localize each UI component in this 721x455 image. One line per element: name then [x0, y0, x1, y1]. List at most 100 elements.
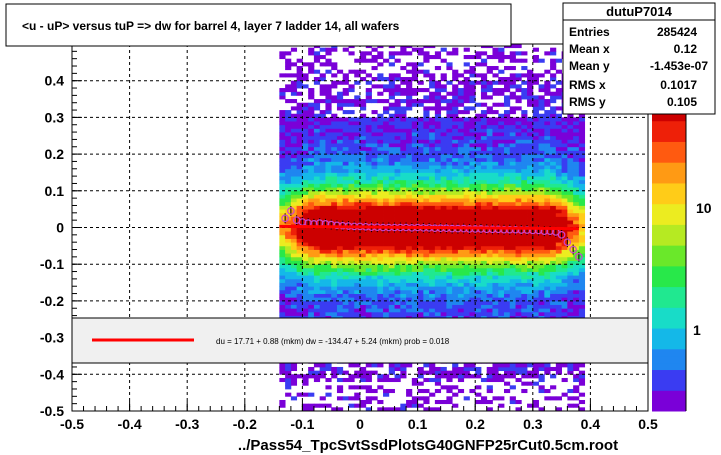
palette-cell [652, 189, 686, 198]
heatmap-cell [463, 308, 470, 313]
heatmap-cell [538, 289, 545, 294]
heatmap-cell [457, 135, 465, 140]
heatmap-cell [411, 135, 418, 140]
heatmap-cell [313, 308, 321, 313]
heatmap-cell [504, 286, 511, 291]
heatmap-cell [555, 95, 562, 100]
heatmap-cell [429, 80, 436, 85]
heatmap-cell [429, 198, 436, 203]
heatmap-cell [423, 205, 430, 210]
heatmap-cell [527, 77, 534, 82]
heatmap-cell [377, 179, 384, 184]
heatmap-cell [457, 242, 465, 247]
heatmap-cell [279, 212, 286, 217]
heatmap-cell [555, 264, 562, 269]
heatmap-cell [411, 220, 418, 225]
heatmap-cell [469, 311, 476, 316]
heatmap-cell [555, 212, 562, 217]
heatmap-cell [290, 161, 298, 166]
heatmap-cell [440, 370, 447, 375]
heatmap-cell [440, 172, 447, 177]
heatmap-cell [360, 308, 367, 313]
heatmap-cell [429, 150, 436, 155]
heatmap-cell [480, 271, 488, 276]
heatmap-cell [550, 201, 557, 206]
heatmap-cell [475, 282, 482, 287]
heatmap-cell [550, 304, 557, 309]
heatmap-cell [463, 286, 470, 291]
heatmap-cell [348, 264, 355, 269]
heatmap-cell [429, 165, 436, 170]
heatmap-cell [480, 267, 488, 272]
heatmap-cell [388, 253, 395, 258]
heatmap-cell [538, 157, 545, 162]
heatmap-cell [480, 245, 488, 250]
heatmap-cell [538, 139, 545, 144]
heatmap-cell [578, 183, 586, 188]
heatmap-cell [406, 99, 413, 104]
heatmap-cell [325, 132, 332, 137]
heatmap-cell [544, 297, 551, 302]
heatmap-cell [354, 264, 361, 269]
heatmap-cell [452, 242, 459, 247]
heatmap-cell [532, 190, 539, 195]
heatmap-cell [354, 194, 361, 199]
heatmap-cell [567, 201, 574, 206]
heatmap-cell [475, 102, 482, 107]
heatmap-cell [509, 95, 516, 100]
heatmap-cell [423, 183, 430, 188]
heatmap-cell [360, 121, 367, 126]
heatmap-cell [377, 308, 384, 313]
heatmap-cell [469, 99, 476, 104]
heatmap-cell [348, 271, 355, 276]
y-tick-label: 0.2 [45, 146, 65, 162]
heatmap-cell [331, 128, 338, 133]
heatmap-cell [521, 113, 528, 118]
heatmap-cell [279, 282, 286, 287]
heatmap-cell [486, 286, 493, 291]
heatmap-cell [480, 212, 488, 217]
heatmap-cell [313, 300, 321, 305]
heatmap-cell [285, 66, 292, 71]
heatmap-cell [296, 161, 303, 166]
heatmap-cell [400, 168, 407, 173]
heatmap-cell [348, 110, 355, 115]
heatmap-cell [296, 253, 303, 258]
heatmap-cell [452, 113, 459, 118]
heatmap-cell [336, 161, 344, 166]
heatmap-cell [434, 366, 442, 372]
heatmap-cell [504, 84, 511, 89]
palette-cell [652, 397, 686, 405]
heatmap-cell [406, 212, 413, 217]
heatmap-cell [515, 289, 522, 294]
heatmap-cell [417, 297, 424, 302]
heatmap-cell [567, 282, 574, 287]
heatmap-cell [573, 234, 580, 239]
heatmap-cell [285, 150, 292, 155]
heatmap-cell [469, 216, 476, 221]
heatmap-cell [377, 176, 384, 181]
heatmap-cell [336, 282, 344, 287]
heatmap-cell [365, 183, 372, 188]
heatmap-cell [360, 132, 367, 137]
heatmap-cell [342, 209, 349, 214]
heatmap-cell [452, 121, 459, 126]
heatmap-cell [550, 146, 557, 151]
heatmap-cell [285, 121, 292, 126]
heatmap-cell [429, 146, 436, 151]
heatmap-cell [319, 198, 326, 203]
heatmap-cell [400, 143, 407, 148]
heatmap-cell [342, 73, 349, 78]
heatmap-cell [515, 282, 522, 287]
heatmap-cell [342, 377, 349, 383]
heatmap-cell [383, 275, 390, 280]
heatmap-cell [342, 88, 349, 93]
heatmap-cell [515, 183, 522, 188]
heatmap-cell [406, 69, 413, 74]
heatmap-cell [354, 267, 361, 272]
heatmap-cell [285, 264, 292, 269]
heatmap-cell [561, 187, 568, 192]
heatmap-cell [360, 289, 367, 294]
heatmap-cell [498, 201, 505, 206]
heatmap-cell [279, 161, 286, 166]
